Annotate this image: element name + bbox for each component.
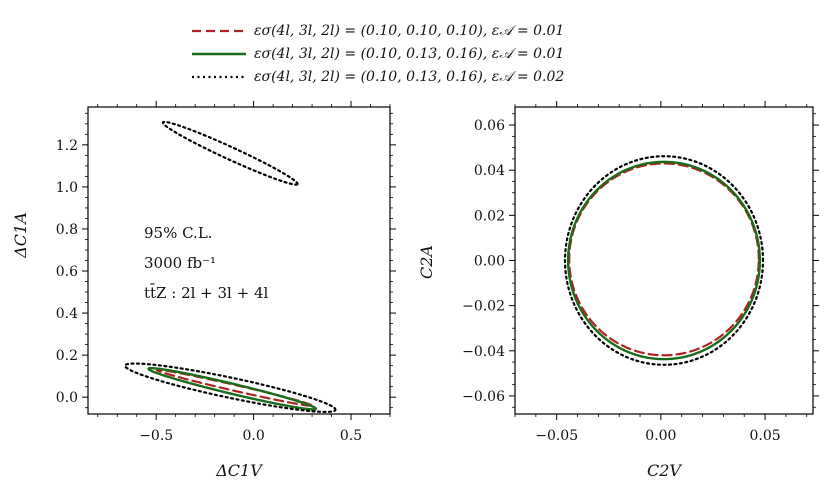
- annotation-2: 3000 fb⁻¹: [144, 254, 216, 272]
- legend-entry-solid: εσ(4l, 3l, 2l) = (0.10, 0.13, 0.16), ε𝒜 …: [190, 43, 564, 65]
- left-x-tick-label: 0.5: [340, 428, 362, 444]
- left-y-tick-label: 1.0: [56, 180, 78, 196]
- legend-line-dashed: [192, 29, 246, 33]
- right-plot-panel: −0.05 0.00 0.05 −0.06 −0.04 −0.02 0.00 0.02 0.04…: [417, 101, 819, 480]
- legend-line-dotted: [192, 75, 246, 79]
- left-contour-solid: [147, 366, 318, 411]
- legend-entry-dotted: εσ(4l, 3l, 2l) = (0.10, 0.13, 0.16), ε𝒜 …: [190, 66, 564, 88]
- left-x-axis-label: ΔC1V: [215, 461, 263, 480]
- right-y-tick-label: −0.02: [462, 299, 505, 315]
- right-x-axis-label: C2V: [647, 461, 682, 480]
- right-y-tick-label: −0.06: [462, 389, 505, 405]
- left-contour-dashed: [155, 368, 313, 407]
- left-contour-dotted: [123, 362, 337, 413]
- left-y-tick-label: 0.4: [56, 306, 78, 322]
- right-y-axis-label: C2A: [417, 245, 436, 279]
- legend: εσ(4l, 3l, 2l) = (0.10, 0.10, 0.10), ε𝒜 …: [0, 0, 830, 95]
- left-x-tick-label: −0.5: [139, 428, 173, 444]
- right-y-tick-label: 0.04: [474, 163, 505, 179]
- legend-label-dashed: εσ(4l, 3l, 2l) = (0.10, 0.10, 0.10), ε𝒜 …: [254, 23, 565, 39]
- right-contour-dashed: [568, 162, 760, 357]
- legend-label-solid: εσ(4l, 3l, 2l) = (0.10, 0.13, 0.16), ε𝒜 …: [254, 46, 565, 62]
- annotation-1: 95% C.L.: [144, 224, 213, 242]
- right-y-tick-label: 0.00: [474, 254, 505, 270]
- left-y-axis-label: ΔC1A: [11, 212, 30, 259]
- right-contour-dotted: [563, 155, 765, 366]
- annotation-3: tt̄Z : 2l + 3l + 4l: [144, 284, 269, 302]
- left-y-tick-label: 0.8: [56, 222, 78, 238]
- left-y-tick-label: 1.2: [56, 138, 78, 154]
- right-x-tick-label: −0.05: [535, 428, 578, 444]
- left-plot-frame: [87, 106, 391, 415]
- right-contour-solid: [566, 160, 762, 361]
- right-plot-frame: [514, 106, 814, 415]
- left-contour-dotted: [161, 120, 299, 186]
- left-y-tick-label: 0.0: [56, 390, 78, 406]
- left-y-tick-label: 0.2: [56, 348, 78, 364]
- left-plot-panel: −0.5 0.0 0.5 0.0 0.2 0.4 0.6 0.8 1.0 1.2 ΔC1V ΔC1A 9…: [11, 101, 396, 480]
- legend-entry-dashed: εσ(4l, 3l, 2l) = (0.10, 0.10, 0.10), ε𝒜 …: [190, 20, 564, 42]
- legend-line-solid: [192, 52, 246, 56]
- legend-label-dotted: εσ(4l, 3l, 2l) = (0.10, 0.13, 0.16), ε𝒜 …: [254, 69, 565, 85]
- right-y-tick-label: 0.06: [474, 118, 505, 134]
- right-y-tick-label: 0.02: [474, 208, 505, 224]
- left-y-tick-label: 0.6: [56, 264, 78, 280]
- right-x-tick-label: 0.05: [749, 428, 780, 444]
- right-x-tick-label: 0.00: [645, 428, 676, 444]
- right-y-tick-label: −0.04: [462, 344, 505, 360]
- left-x-tick-label: 0.0: [242, 428, 264, 444]
